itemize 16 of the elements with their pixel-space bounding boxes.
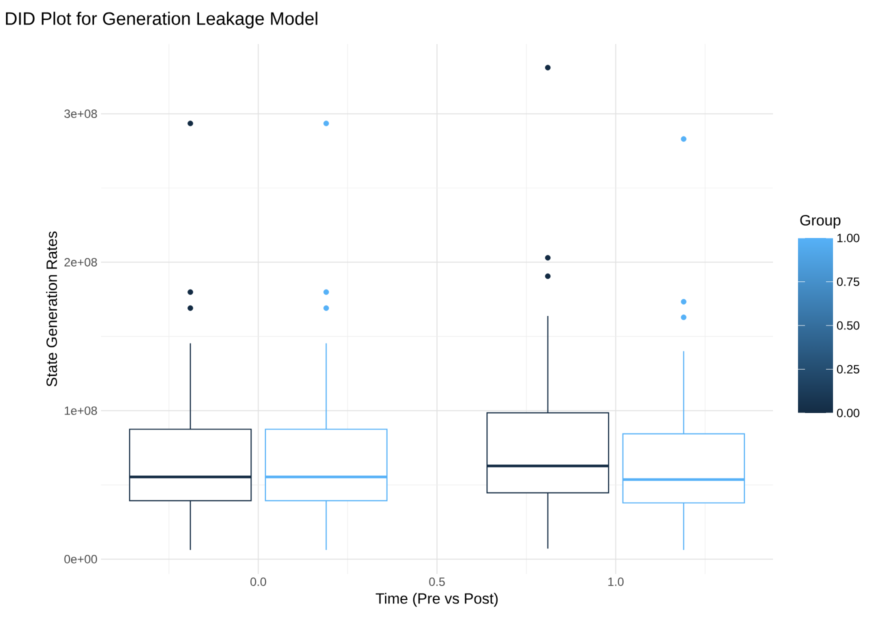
- color-bar-title: Group: [800, 214, 840, 228]
- y-tick-label: 1e+08: [64, 406, 97, 415]
- color-bar-label: 0.50: [837, 321, 860, 330]
- chart-title: DID Plot for Generation Leakage Model: [6, 12, 318, 28]
- x-tick-label: 0.5: [429, 578, 445, 586]
- y-tick-label: 2e+08: [64, 258, 97, 266]
- color-bar-label: 0.75: [837, 278, 860, 286]
- x-tick-label: 1.0: [608, 578, 624, 586]
- color-bar-label: 0.25: [837, 365, 860, 374]
- y-tick-label: 3e+08: [64, 110, 97, 118]
- y-tick-label: 0e+00: [64, 554, 98, 564]
- x-axis-title: Time (Pre vs Post): [376, 592, 498, 607]
- x-tick-label: 0.0: [250, 578, 266, 586]
- y-axis-title: State Generation Rates: [46, 231, 58, 386]
- color-bar-label: 0.00: [837, 408, 860, 418]
- color-bar-label: 1.00: [837, 234, 860, 242]
